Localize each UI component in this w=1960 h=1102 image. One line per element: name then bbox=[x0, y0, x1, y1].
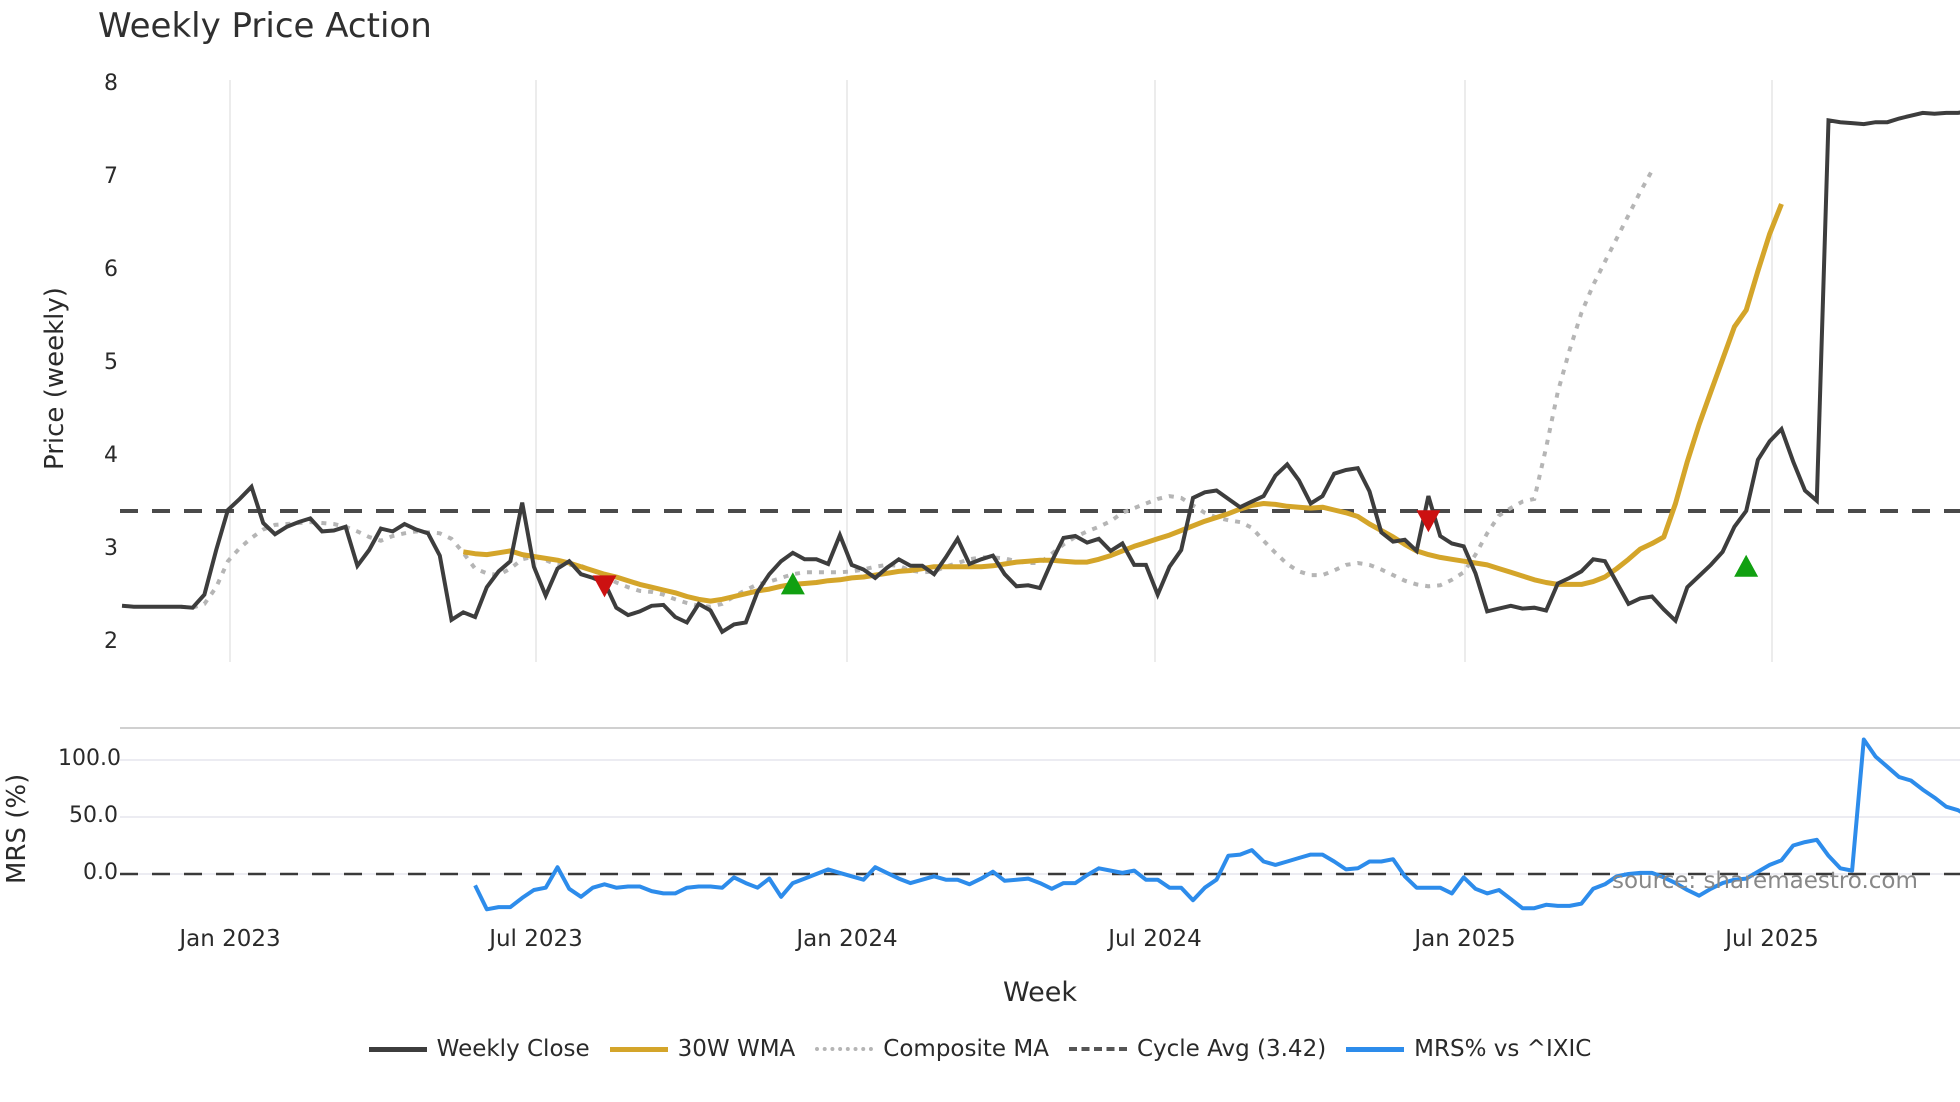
solid-line-icon bbox=[1346, 1046, 1405, 1052]
dotted-line-icon bbox=[815, 1047, 874, 1051]
y-tick: 7 bbox=[104, 164, 118, 189]
legend-item-mrs[interactable]: MRS% vs ^IXIC bbox=[1346, 1036, 1591, 1062]
y-tick: 0.0 bbox=[83, 860, 118, 885]
wma-line bbox=[462, 203, 1784, 604]
legend-label: Cycle Avg (3.42) bbox=[1136, 1036, 1327, 1062]
y-tick: 100.0 bbox=[58, 746, 121, 771]
legend-label: 30W WMA bbox=[677, 1036, 796, 1062]
x-tick: Jan 2024 bbox=[796, 926, 898, 952]
legend-label: MRS% vs ^IXIC bbox=[1414, 1036, 1592, 1062]
x-tick: Jan 2025 bbox=[1414, 926, 1516, 952]
source-annotation: source: sharemaestro.com bbox=[1612, 868, 1918, 894]
legend-item-weekly-close[interactable]: Weekly Close bbox=[368, 1036, 590, 1062]
x-tick: Jul 2025 bbox=[1725, 926, 1819, 952]
buy-signal-icon bbox=[780, 572, 805, 595]
x-tick: Jul 2024 bbox=[1108, 926, 1202, 952]
sell-signal-icon bbox=[1416, 510, 1441, 533]
y-tick: 5 bbox=[104, 350, 118, 375]
y-tick: 3 bbox=[104, 536, 118, 561]
y-tick: 6 bbox=[104, 257, 118, 282]
y-tick: 8 bbox=[104, 71, 118, 96]
legend-label: Weekly Close bbox=[436, 1036, 590, 1062]
solid-line-icon bbox=[609, 1046, 668, 1052]
weekly-close-line bbox=[121, 110, 1960, 635]
legend-item-30w-wma[interactable]: 30W WMA bbox=[609, 1036, 796, 1062]
solid-line-icon bbox=[368, 1046, 427, 1052]
chart-title: Weekly Price Action bbox=[98, 6, 432, 46]
x-axis-label: Week bbox=[1003, 977, 1077, 1008]
legend-item-composite-ma[interactable]: Composite MA bbox=[815, 1036, 1049, 1062]
x-tick: Jan 2023 bbox=[179, 926, 281, 952]
legend-item-cycle-avg[interactable]: Cycle Avg (3.42) bbox=[1068, 1036, 1327, 1062]
mrs-y-axis-label: MRS (%) bbox=[2, 773, 32, 884]
mrs-line bbox=[473, 737, 1960, 912]
y-tick: 2 bbox=[104, 629, 118, 654]
legend: Weekly Close 30W WMA Composite MA Cycle … bbox=[0, 1036, 1960, 1062]
dashed-line-icon bbox=[1068, 1047, 1127, 1051]
sell-signal-icon bbox=[592, 575, 617, 598]
buy-signal-icon bbox=[1734, 554, 1759, 577]
composite-ma-line bbox=[180, 169, 1654, 610]
y-tick: 4 bbox=[104, 443, 118, 468]
x-tick: Jul 2023 bbox=[489, 926, 583, 952]
y-tick: 50.0 bbox=[69, 803, 118, 828]
legend-label: Composite MA bbox=[883, 1036, 1049, 1062]
